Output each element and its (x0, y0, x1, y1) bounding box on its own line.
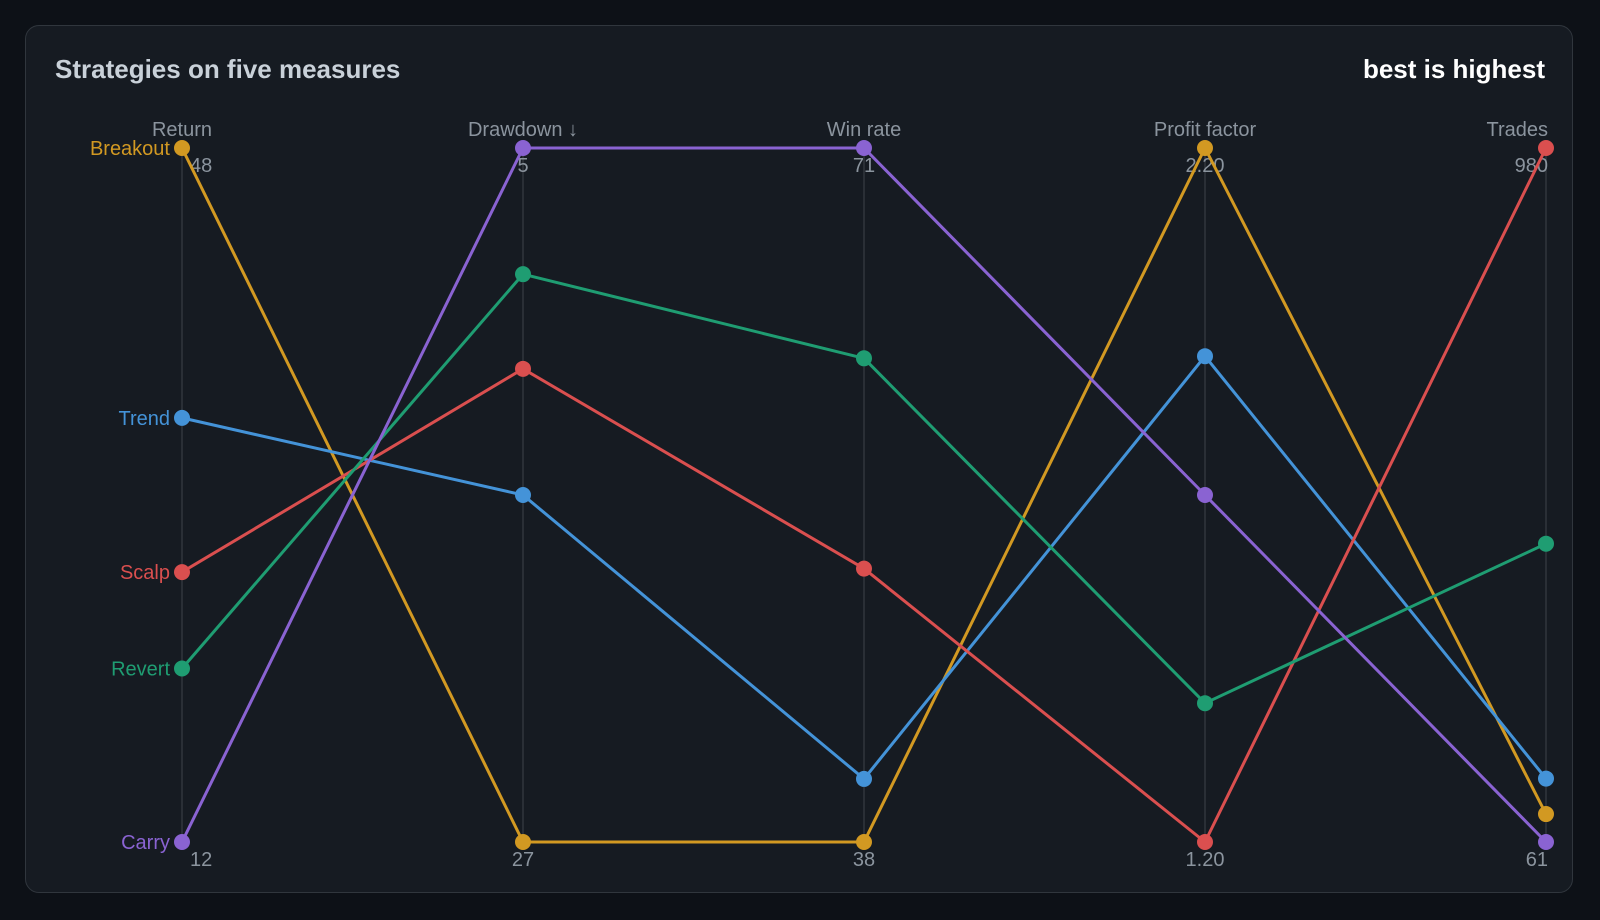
axis-title: Drawdown ↓ (468, 119, 578, 141)
data-point-scalp (515, 360, 531, 377)
axis-max-tick: 48 (190, 155, 212, 177)
data-point-trend (1197, 348, 1213, 365)
axis-min-tick: 61 (1526, 849, 1548, 871)
data-point-revert (1538, 535, 1554, 552)
axis-title: Win rate (827, 119, 901, 141)
axis-max-tick: 5 (517, 155, 528, 177)
series-label-carry: Carry (121, 832, 170, 854)
data-point-carry (1538, 834, 1554, 850)
axis-title: Return (152, 119, 212, 141)
series-label-trend: Trend (118, 408, 170, 430)
data-point-revert (856, 350, 872, 367)
axis-max-tick: 71 (853, 155, 875, 177)
series-label-breakout: Breakout (90, 138, 170, 160)
data-point-carry (174, 834, 190, 850)
data-point-carry (515, 140, 531, 156)
data-point-breakout (1197, 140, 1213, 156)
data-point-trend (856, 770, 872, 787)
axis-min-tick: 12 (190, 849, 212, 871)
data-point-trend (515, 487, 531, 503)
data-point-carry (1197, 487, 1213, 503)
axis-title: Trades (1486, 119, 1548, 141)
data-point-breakout (856, 834, 872, 850)
data-point-breakout (1538, 806, 1554, 823)
data-point-trend (1538, 770, 1554, 787)
data-point-breakout (174, 140, 190, 156)
axis-min-tick: 27 (512, 849, 534, 871)
data-point-scalp (174, 564, 190, 581)
chart-title: Strategies on five measures (55, 54, 401, 84)
axis-max-tick: 2.20 (1186, 155, 1225, 177)
data-point-revert (174, 660, 190, 677)
data-point-carry (856, 140, 872, 156)
data-point-breakout (515, 834, 531, 850)
axis-min-tick: 38 (853, 849, 875, 871)
data-point-scalp (1538, 140, 1554, 156)
axis-title: Profit factor (1154, 119, 1257, 141)
data-point-revert (515, 266, 531, 283)
data-point-scalp (1197, 834, 1213, 850)
data-point-revert (1197, 695, 1213, 712)
series-label-revert: Revert (111, 659, 170, 681)
chart-card: Strategies on five measures best is high… (25, 25, 1573, 893)
data-point-trend (174, 409, 190, 426)
axis-max-tick: 980 (1515, 155, 1548, 177)
series-label-scalp: Scalp (120, 562, 170, 584)
data-point-scalp (856, 560, 872, 577)
axis-min-tick: 1.20 (1186, 849, 1225, 871)
chart-subtitle: best is highest (1362, 54, 1545, 84)
